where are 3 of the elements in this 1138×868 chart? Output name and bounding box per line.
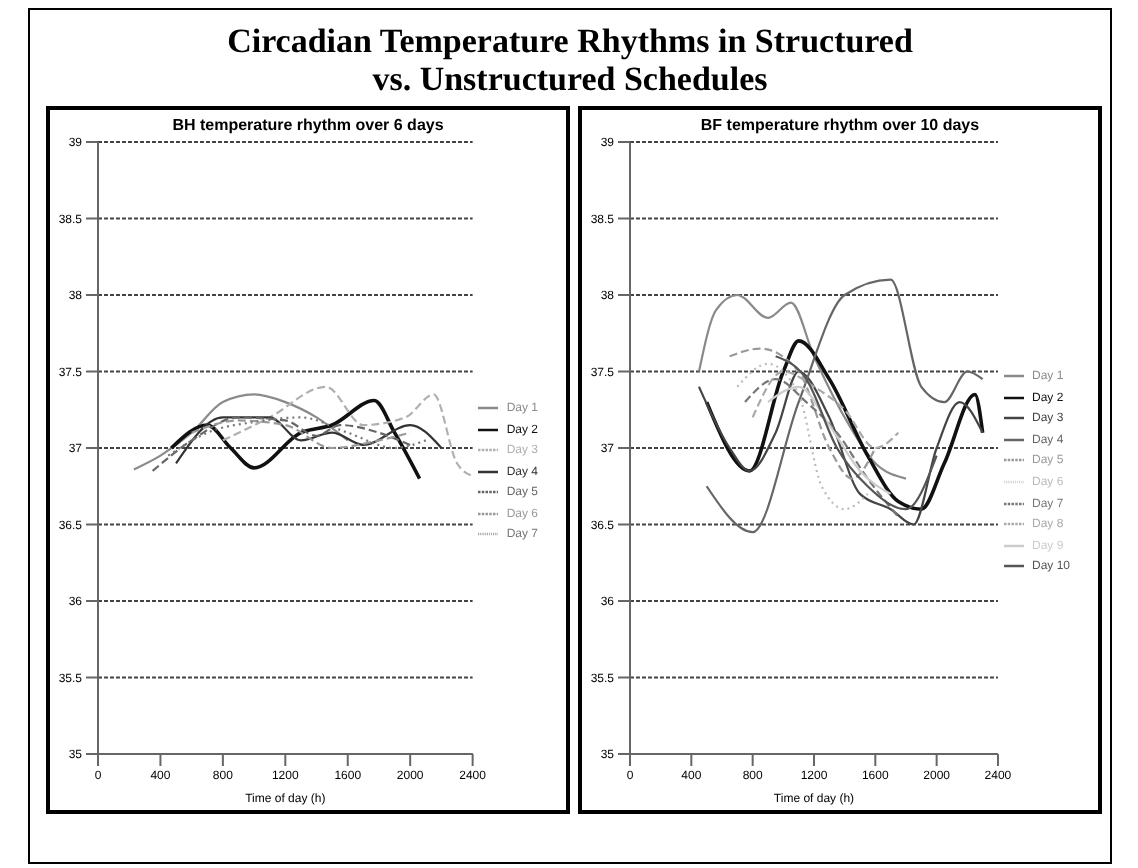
text: Circadian Temperature Rhythms in Structured vs. Unstructured Schedules xyxy=(225,22,915,98)
chart-title: BH temperature rhythm over 6 days xyxy=(170,116,446,134)
chart-title: BF temperature rhythm over 10 days xyxy=(698,116,982,134)
